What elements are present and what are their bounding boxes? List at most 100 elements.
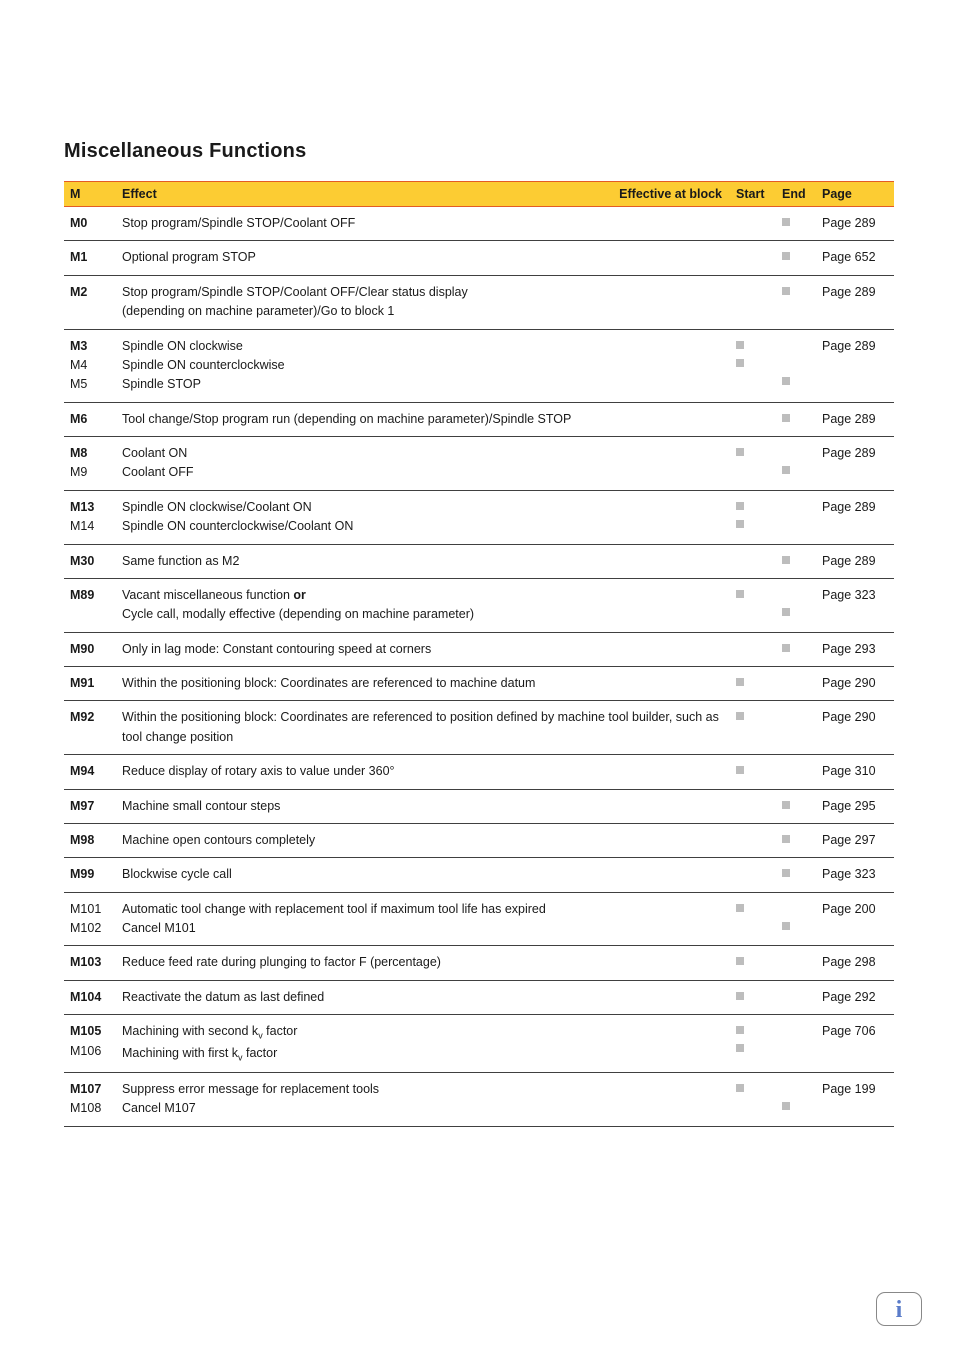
cell-m: M101M102 <box>64 892 116 946</box>
cell-start <box>730 701 776 755</box>
square-marker <box>782 414 790 422</box>
cell-effect: Machine small contour steps <box>116 789 730 823</box>
cell-page: Page 652 <box>816 241 894 275</box>
cell-effect: Machining with second kv factorMachining… <box>116 1015 730 1073</box>
cell-end <box>776 632 816 666</box>
square-marker <box>782 377 790 385</box>
cell-end <box>776 980 816 1014</box>
table-row: M0Stop program/Spindle STOP/Coolant OFFP… <box>64 207 894 241</box>
table-row: M105M106Machining with second kv factorM… <box>64 1015 894 1073</box>
cell-m: M30 <box>64 544 116 578</box>
table-row: M30Same function as M2Page 289 <box>64 544 894 578</box>
col-header-page: Page <box>816 182 894 207</box>
cell-m: M98 <box>64 823 116 857</box>
table-row: M90Only in lag mode: Constant contouring… <box>64 632 894 666</box>
square-marker <box>782 644 790 652</box>
cell-start <box>730 667 776 701</box>
cell-effect: Automatic tool change with replacement t… <box>116 892 730 946</box>
cell-effect: Only in lag mode: Constant contouring sp… <box>116 632 730 666</box>
square-marker <box>736 992 744 1000</box>
cell-effect: Machine open contours completely <box>116 823 730 857</box>
table-body: M0Stop program/Spindle STOP/Coolant OFFP… <box>64 207 894 1127</box>
table-row: M3M4M5Spindle ON clockwiseSpindle ON cou… <box>64 329 894 402</box>
cell-effect: Tool change/Stop program run (depending … <box>116 402 730 436</box>
cell-effect: Same function as M2 <box>116 544 730 578</box>
cell-effect: Reduce display of rotary axis to value u… <box>116 755 730 789</box>
cell-page: Page 323 <box>816 578 894 632</box>
cell-start <box>730 980 776 1014</box>
header-row: M Effect Effective at block Start End Pa… <box>64 182 894 207</box>
cell-end <box>776 241 816 275</box>
square-marker <box>736 359 744 367</box>
cell-m: M91 <box>64 667 116 701</box>
cell-effect: Optional program STOP <box>116 241 730 275</box>
cell-page: Page 290 <box>816 667 894 701</box>
cell-effect: Suppress error message for replacement t… <box>116 1073 730 1127</box>
square-marker <box>782 608 790 616</box>
cell-start <box>730 578 776 632</box>
cell-page: Page 289 <box>816 490 894 544</box>
cell-m: M94 <box>64 755 116 789</box>
square-marker <box>782 801 790 809</box>
cell-m: M103 <box>64 946 116 980</box>
cell-start <box>730 275 776 329</box>
table-row: M103Reduce feed rate during plunging to … <box>64 946 894 980</box>
cell-end <box>776 1015 816 1073</box>
table-row: M99Blockwise cycle callPage 323 <box>64 858 894 892</box>
table-row: M104Reactivate the datum as last defined… <box>64 980 894 1014</box>
page-title: Miscellaneous Functions <box>64 140 894 163</box>
table-row: M89Vacant miscellaneous function orCycle… <box>64 578 894 632</box>
cell-start <box>730 946 776 980</box>
cell-m: M107M108 <box>64 1073 116 1127</box>
cell-effect: Stop program/Spindle STOP/Coolant OFF/Cl… <box>116 275 730 329</box>
cell-effect: Coolant ONCoolant OFF <box>116 437 730 491</box>
square-marker <box>782 252 790 260</box>
table-row: M13M14Spindle ON clockwise/Coolant ONSpi… <box>64 490 894 544</box>
square-marker <box>736 590 744 598</box>
square-marker <box>736 341 744 349</box>
cell-page: Page 297 <box>816 823 894 857</box>
cell-page: Page 289 <box>816 207 894 241</box>
table-row: M6Tool change/Stop program run (dependin… <box>64 402 894 436</box>
table-row: M98Machine open contours completely Page … <box>64 823 894 857</box>
cell-effect: Blockwise cycle call <box>116 858 730 892</box>
col-header-effect: Effect <box>116 182 610 207</box>
cell-page: Page 323 <box>816 858 894 892</box>
square-marker <box>736 1044 744 1052</box>
cell-page: Page 706 <box>816 1015 894 1073</box>
table-row: M2Stop program/Spindle STOP/Coolant OFF/… <box>64 275 894 329</box>
square-marker <box>782 556 790 564</box>
cell-page: Page 200 <box>816 892 894 946</box>
cell-start <box>730 437 776 491</box>
square-marker <box>736 766 744 774</box>
cell-end <box>776 1073 816 1127</box>
cell-start <box>730 823 776 857</box>
cell-page: Page 289 <box>816 402 894 436</box>
cell-m: M97 <box>64 789 116 823</box>
cell-start <box>730 1073 776 1127</box>
cell-effect: Spindle ON clockwiseSpindle ON countercl… <box>116 329 730 402</box>
cell-m: M1 <box>64 241 116 275</box>
col-header-effective-at-block: Effective at block <box>610 182 730 207</box>
cell-end <box>776 755 816 789</box>
cell-page: Page 290 <box>816 701 894 755</box>
cell-start <box>730 632 776 666</box>
cell-start <box>730 329 776 402</box>
cell-end <box>776 578 816 632</box>
cell-page: Page 289 <box>816 329 894 402</box>
cell-m: M105M106 <box>64 1015 116 1073</box>
cell-m: M3M4M5 <box>64 329 116 402</box>
cell-end <box>776 946 816 980</box>
cell-start <box>730 1015 776 1073</box>
cell-end <box>776 544 816 578</box>
cell-start <box>730 241 776 275</box>
cell-m: M6 <box>64 402 116 436</box>
square-marker <box>782 869 790 877</box>
cell-start <box>730 892 776 946</box>
cell-start <box>730 755 776 789</box>
cell-m: M92 <box>64 701 116 755</box>
cell-end <box>776 490 816 544</box>
square-marker <box>736 957 744 965</box>
cell-page: Page 298 <box>816 946 894 980</box>
cell-page: Page 292 <box>816 980 894 1014</box>
